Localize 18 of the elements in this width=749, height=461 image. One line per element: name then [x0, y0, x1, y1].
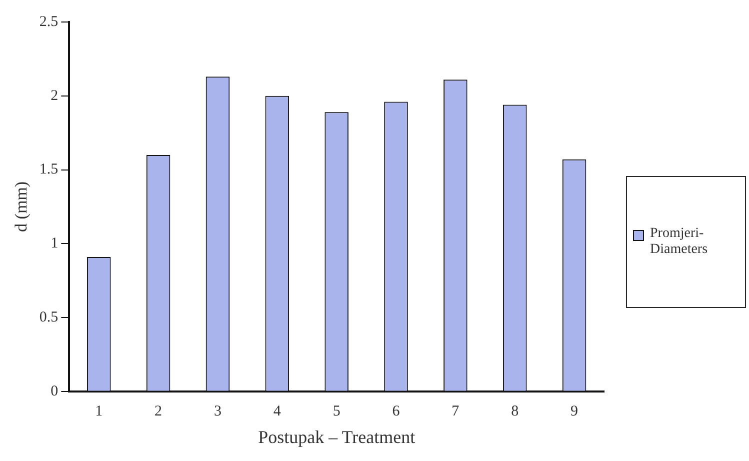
y-tick-label: 2 — [50, 88, 58, 104]
x-tick-label: 8 — [511, 403, 519, 420]
x-tick-label: 7 — [452, 403, 460, 420]
x-tick-label: 4 — [273, 403, 282, 420]
x-tick-label: 2 — [154, 403, 162, 420]
y-tick-label: 2.5 — [39, 14, 58, 30]
x-tick-label: 6 — [392, 403, 400, 420]
x-tick-label: 5 — [332, 403, 340, 420]
x-axis-title: Postupak – Treatment — [258, 426, 416, 447]
x-tick-label: 1 — [95, 403, 103, 420]
x-tick-label: 3 — [214, 403, 222, 420]
y-tick-label: 0 — [50, 383, 58, 400]
x-tick-label: 9 — [570, 403, 578, 420]
y-tick-label: 0.5 — [39, 309, 58, 326]
y-tick-label: 1.5 — [39, 162, 58, 178]
y-axis-title: d (mm) — [12, 181, 31, 232]
legend-label: Promjeri-Diameters — [650, 226, 709, 258]
y-tick-label: 1 — [50, 236, 58, 252]
